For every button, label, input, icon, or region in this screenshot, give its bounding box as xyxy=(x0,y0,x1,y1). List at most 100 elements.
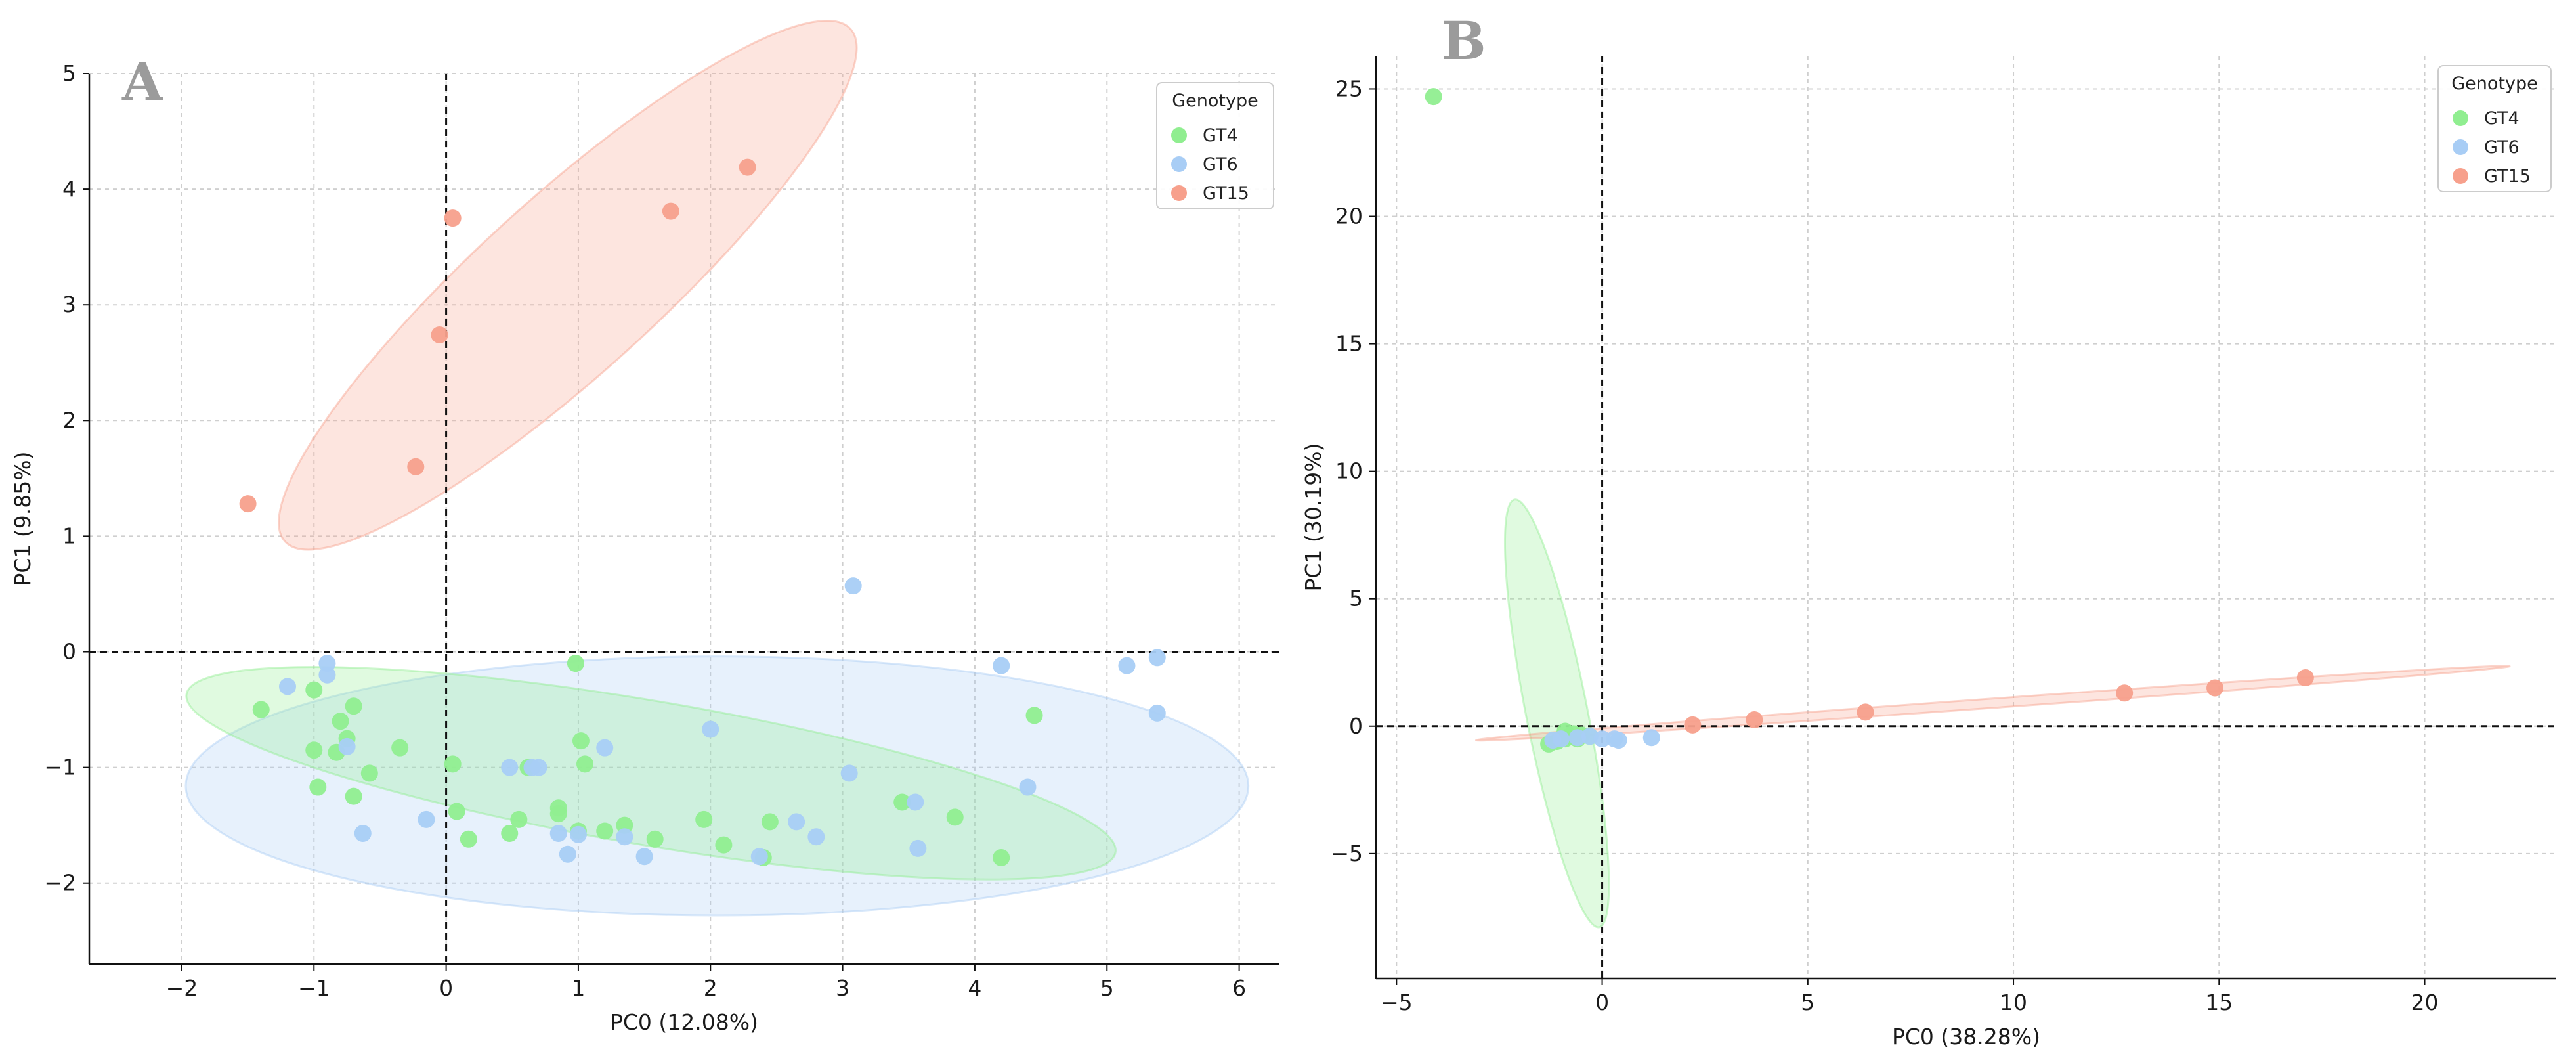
chart-panel-B: −5 0 5 10 15 20 −5 0 5 10 15 20 25 PC0 (38.28%) PC1 (3… xyxy=(1300,10,2556,1049)
x-axis-label: PC0 (12.08%) xyxy=(610,1009,758,1035)
legend-marker-gt15 xyxy=(2453,168,2468,184)
x-tick-label: 5 xyxy=(1801,990,1814,1015)
data-point-gt6 xyxy=(1118,657,1136,674)
data-point-gt6 xyxy=(1610,732,1627,749)
data-point-gt4 xyxy=(360,764,378,782)
legend: Genotype GT4 GT6 GT15 xyxy=(2437,65,2552,192)
data-point-gt4 xyxy=(391,739,409,757)
data-point-gt6 xyxy=(569,825,587,843)
data-point-gt15 xyxy=(1684,716,1702,734)
data-point-gt4 xyxy=(510,810,528,828)
data-point-gt6 xyxy=(1019,778,1037,796)
y-tick-label: 5 xyxy=(1349,586,1363,611)
legend-box xyxy=(1156,82,1274,209)
legend-label-gt6: GT6 xyxy=(1203,154,1238,175)
data-point-gt6 xyxy=(354,825,372,843)
data-point-gt6 xyxy=(844,577,862,595)
confidence-ellipse-gt4 xyxy=(1503,498,1610,929)
data-point-gt4 xyxy=(567,655,584,672)
x-tick-label: 0 xyxy=(439,975,453,1001)
x-tick-label: −2 xyxy=(166,975,198,1001)
y-tick-label: −2 xyxy=(44,870,76,896)
data-point-gt4 xyxy=(1425,88,1442,106)
data-point-gt4 xyxy=(695,810,713,828)
legend-box xyxy=(2437,65,2552,192)
data-point-gt4 xyxy=(715,836,733,854)
panel-label: B xyxy=(1442,10,1486,72)
data-point-gt4 xyxy=(460,830,477,848)
data-point-gt4 xyxy=(448,803,465,820)
data-point-gt6 xyxy=(702,720,719,738)
y-axis-label: PC1 (30.19%) xyxy=(1300,443,1326,591)
legend-label-gt4: GT4 xyxy=(1203,125,1238,146)
x-axis-label: PC0 (38.28%) xyxy=(1892,1024,2040,1049)
y-tick-label: 20 xyxy=(1335,204,1363,229)
legend-marker-gt4 xyxy=(1171,127,1187,143)
x-tick-label: 20 xyxy=(2411,990,2439,1015)
data-point-gt4 xyxy=(444,755,462,773)
x-tick-label: 5 xyxy=(1100,975,1114,1001)
data-point-gt6 xyxy=(596,739,614,757)
x-tick-label: −1 xyxy=(298,975,330,1001)
y-tick-label: 4 xyxy=(62,176,76,202)
data-point-gt4 xyxy=(893,793,911,811)
legend-marker-gt15 xyxy=(1171,185,1187,201)
data-point-gt4 xyxy=(646,830,664,848)
data-point-gt4 xyxy=(345,697,362,715)
data-point-gt4 xyxy=(305,681,323,699)
data-point-gt6 xyxy=(559,845,576,863)
data-point-gt15 xyxy=(431,326,448,343)
legend-label-gt4: GT4 xyxy=(2484,108,2520,129)
x-tick-label: 10 xyxy=(2000,990,2027,1015)
data-point-gt4 xyxy=(946,808,964,826)
legend-label-gt15: GT15 xyxy=(1203,183,1249,204)
confidence-ellipse-gt15 xyxy=(278,20,858,551)
data-point-gt15 xyxy=(1746,711,1763,729)
data-point-gt6 xyxy=(750,848,768,866)
data-point-gt6 xyxy=(993,657,1010,674)
data-point-gt6 xyxy=(338,737,356,755)
y-tick-label: −5 xyxy=(1331,841,1363,866)
data-point-gt4 xyxy=(576,755,593,773)
data-point-gt15 xyxy=(444,209,462,227)
data-point-gt6 xyxy=(635,848,653,866)
data-point-gt4 xyxy=(572,732,590,750)
x-tick-label: −5 xyxy=(1381,990,1413,1015)
data-point-gt15 xyxy=(2206,679,2224,697)
data-point-gt6 xyxy=(1642,729,1660,747)
legend-title: Genotype xyxy=(1172,91,1258,111)
x-tick-label: 4 xyxy=(968,975,981,1001)
y-axis-label: PC1 (9.85%) xyxy=(10,451,35,586)
data-point-gt6 xyxy=(807,828,825,846)
y-tick-label: 5 xyxy=(62,60,76,86)
data-point-gt6 xyxy=(907,793,924,811)
y-tick-label: 2 xyxy=(62,407,76,433)
y-tick-label: 0 xyxy=(62,639,76,665)
legend: Genotype GT4 GT6 GT15 xyxy=(1156,82,1274,209)
panel-label: A xyxy=(121,51,163,112)
data-point-gt4 xyxy=(549,805,567,823)
data-point-gt6 xyxy=(788,813,805,831)
y-tick-label: 15 xyxy=(1335,331,1363,357)
legend-label-gt6: GT6 xyxy=(2484,137,2520,158)
y-tick-label: 10 xyxy=(1335,458,1363,484)
y-tick-label: 1 xyxy=(62,523,76,548)
data-point-gt4 xyxy=(1025,707,1043,724)
data-point-gt4 xyxy=(345,787,362,805)
data-point-gt4 xyxy=(252,701,270,718)
x-tick-label: 1 xyxy=(571,975,585,1001)
data-point-gt15 xyxy=(2296,669,2314,687)
data-point-gt6 xyxy=(909,839,927,857)
data-point-gt15 xyxy=(239,495,257,513)
data-point-gt4 xyxy=(309,778,327,796)
data-point-gt15 xyxy=(2116,684,2134,702)
data-point-gt6 xyxy=(1148,704,1166,722)
x-tick-label: 2 xyxy=(704,975,718,1001)
legend-marker-gt4 xyxy=(2453,110,2468,126)
data-point-gt6 xyxy=(1568,729,1586,747)
data-point-gt6 xyxy=(418,810,435,828)
data-point-gt6 xyxy=(279,678,296,695)
confidence-ellipse-gt15 xyxy=(1474,665,2511,742)
legend-marker-gt6 xyxy=(1171,156,1187,172)
